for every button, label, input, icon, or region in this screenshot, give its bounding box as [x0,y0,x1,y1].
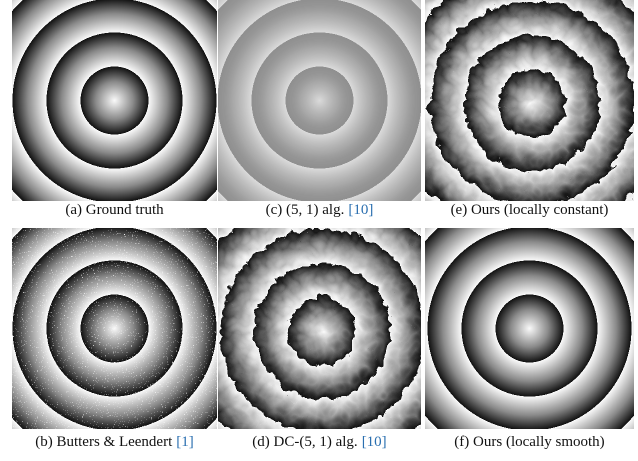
caption-text: (e) Ours (locally constant) [451,202,609,218]
caption-text: (d) DC-(5, 1) alg. [252,434,357,450]
citation[interactable]: [10] [362,434,387,450]
panel-image [212,222,427,435]
caption-text: (a) Ground truth [65,202,164,218]
ring-pattern [212,222,427,435]
panel-image [419,222,638,435]
panels: (a) Ground truth(c) (5, 1) alg.[10](e) O… [6,0,638,450]
caption-text: (c) (5, 1) alg. [266,202,345,218]
ring-pattern [212,0,427,207]
caption: (c) (5, 1) alg.[10] [266,202,374,218]
citation[interactable]: [10] [348,202,373,218]
ring-pattern [419,0,638,207]
caption: (e) Ours (locally constant) [451,202,609,218]
caption-text: (f) Ours (locally smooth) [454,434,604,450]
panel-image [419,0,638,207]
caption: (a) Ground truth [65,202,164,218]
ring-pattern [6,222,223,435]
panel-image [6,222,223,435]
ring-pattern [6,0,223,207]
panel-image [212,0,427,207]
caption: (b) Butters & Leendert[1] [35,434,194,450]
caption: (f) Ours (locally smooth) [454,434,604,450]
caption: (d) DC-(5, 1) alg. [10] [252,434,386,450]
caption-text: (b) Butters & Leendert [35,434,173,450]
citation[interactable]: [1] [176,434,194,450]
figure: (a) Ground truth(c) (5, 1) alg.[10](e) O… [0,0,638,461]
panel-image [6,0,223,207]
ring-pattern [419,222,638,435]
